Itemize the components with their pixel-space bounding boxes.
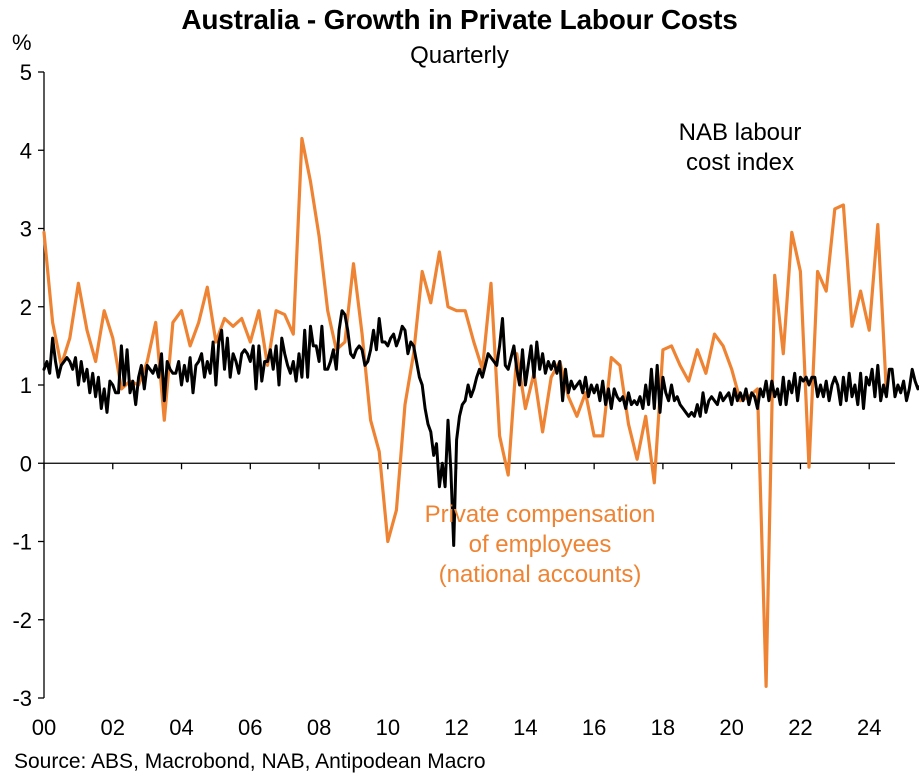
series-layer bbox=[42, 136, 919, 688]
chart-title: Australia - Growth in Private Labour Cos… bbox=[181, 4, 738, 35]
x-tick-label: 08 bbox=[307, 715, 331, 740]
x-tick-label: 20 bbox=[719, 715, 743, 740]
chart-subtitle: Quarterly bbox=[410, 42, 509, 69]
y-tick-label: 4 bbox=[20, 138, 32, 163]
y-tick-label: 5 bbox=[20, 60, 32, 85]
y-tick-label: -3 bbox=[12, 686, 32, 711]
pce-annotation-line-3: (national accounts) bbox=[438, 561, 642, 588]
x-tick-label: 02 bbox=[101, 715, 125, 740]
x-tick-label: 00 bbox=[32, 715, 56, 740]
nab-series-annotation: NAB labour cost index bbox=[620, 118, 860, 178]
pce-annotation-line-2: of employees bbox=[468, 531, 612, 558]
y-tick-label: 0 bbox=[20, 451, 32, 476]
x-tick-label: 10 bbox=[376, 715, 400, 740]
pce-series-line bbox=[42, 136, 889, 688]
x-tick-label: 24 bbox=[857, 715, 881, 740]
x-tick-label: 12 bbox=[444, 715, 468, 740]
y-tick-label: 2 bbox=[20, 295, 32, 320]
y-tick-label: 1 bbox=[20, 373, 32, 398]
pce-annotation-line-1: Private compensation bbox=[424, 501, 656, 528]
source-note: Source: ABS, Macrobond, NAB, Antipodean … bbox=[14, 750, 486, 773]
x-tick-label: 06 bbox=[238, 715, 262, 740]
y-tick-label: 3 bbox=[20, 217, 32, 242]
y-axis-ticks: 5 4 3 2 1 0 -1 -2 -3 bbox=[12, 60, 44, 711]
nab-series-line bbox=[42, 309, 919, 547]
y-tick-label: -2 bbox=[12, 608, 32, 633]
x-tick-label: 22 bbox=[788, 715, 812, 740]
y-axis-unit: % bbox=[12, 30, 32, 55]
pce-series-annotation: Private compensation of employees (natio… bbox=[380, 500, 700, 590]
x-tick-label: 14 bbox=[513, 715, 537, 740]
nab-annotation-line-2: cost index bbox=[685, 149, 795, 176]
nab-annotation-line-1: NAB labour bbox=[678, 119, 802, 146]
y-tick-label: -1 bbox=[12, 530, 32, 555]
x-tick-label: 16 bbox=[582, 715, 606, 740]
x-tick-label: 18 bbox=[651, 715, 675, 740]
x-axis-ticks: 00 02 04 06 08 10 12 14 16 18 20 22 24 bbox=[32, 463, 881, 740]
x-tick-label: 04 bbox=[169, 715, 193, 740]
